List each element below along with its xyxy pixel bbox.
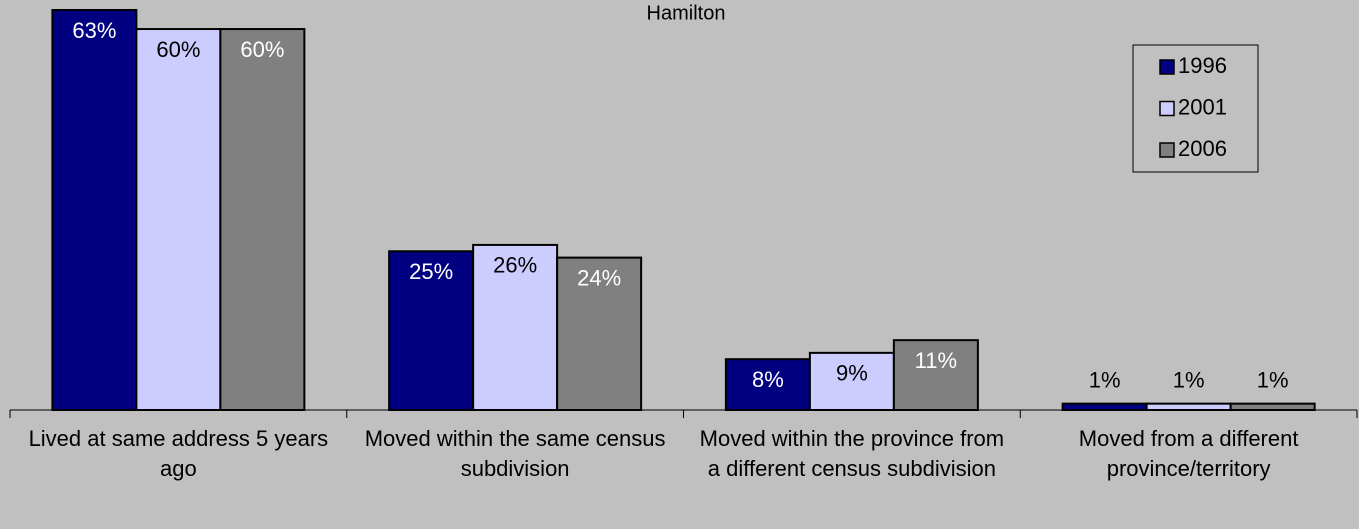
bar: [1145, 402, 1232, 411]
legend-swatch: [1159, 142, 1175, 158]
bar: [808, 351, 895, 412]
chart-title: Hamilton: [647, 2, 726, 24]
value-label: 9%: [836, 361, 868, 386]
x-tick-label: Moved within the province from a differe…: [699, 426, 1005, 481]
bar: [892, 339, 979, 411]
value-label: 8%: [752, 367, 784, 392]
value-label: 60%: [156, 37, 200, 62]
bar: [388, 250, 475, 411]
value-label: 63%: [72, 18, 116, 43]
bar: [219, 28, 306, 412]
bar: [724, 358, 811, 412]
bar: [51, 9, 138, 411]
legend-label: 2006: [1178, 136, 1227, 161]
legend-swatch: [1159, 100, 1175, 117]
value-label: 24%: [577, 265, 621, 290]
legend-label: 2001: [1178, 94, 1227, 119]
value-label: 60%: [240, 37, 284, 62]
value-label: 1%: [1089, 367, 1121, 392]
bar: [472, 243, 559, 411]
value-label: 1%: [1257, 367, 1289, 392]
legend-label: 1996: [1178, 53, 1227, 78]
bar: [556, 256, 643, 411]
value-label: 25%: [409, 259, 453, 284]
value-label: 1%: [1173, 367, 1205, 392]
legend-box: [1132, 44, 1259, 173]
x-tick-label: Moved within the same census subdivision: [364, 426, 666, 481]
x-tick-label: Lived at same address 5 years ago: [28, 426, 329, 481]
bar: [1061, 402, 1148, 411]
value-label: 26%: [493, 253, 537, 278]
value-label: 11%: [915, 348, 957, 373]
legend-swatch: [1159, 59, 1175, 75]
x-tick-label: Moved from a different province/territor…: [1078, 426, 1299, 481]
bar: [1229, 402, 1316, 411]
bar: [135, 28, 222, 412]
